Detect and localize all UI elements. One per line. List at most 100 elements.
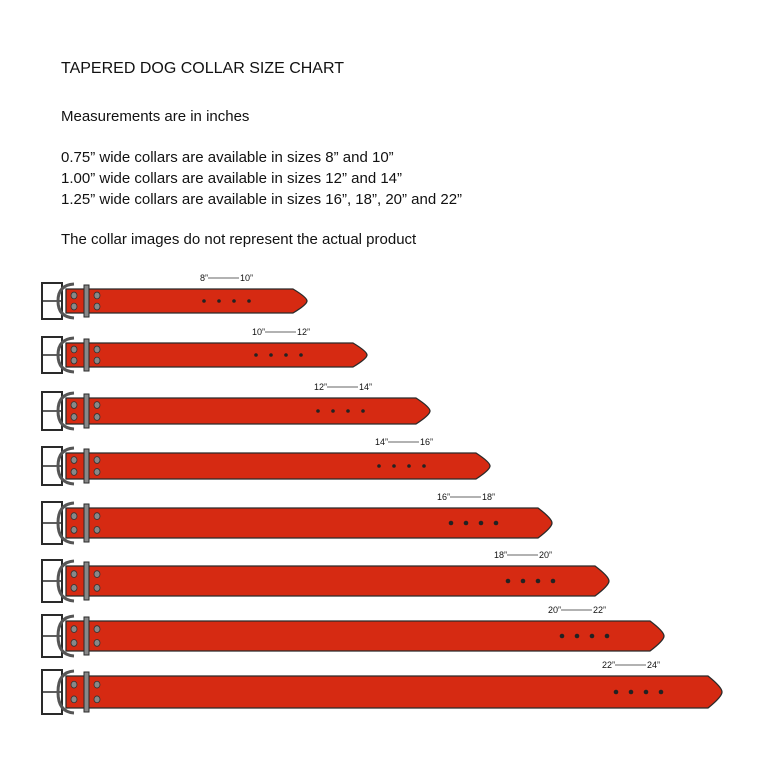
adjustment-hole xyxy=(422,464,426,468)
rivet xyxy=(93,695,101,704)
adjustment-hole xyxy=(550,578,556,584)
adjustment-hole xyxy=(448,520,454,526)
chart-title: TAPERED DOG COLLAR SIZE CHART xyxy=(61,60,345,77)
rivet xyxy=(70,584,78,592)
rivet xyxy=(70,356,78,365)
adjustment-hole xyxy=(346,409,350,413)
adjustment-hole xyxy=(589,633,595,639)
size-min-label: 14” xyxy=(375,437,388,447)
adjustment-hole xyxy=(559,633,565,639)
rivet xyxy=(70,456,78,464)
rivet xyxy=(70,680,78,689)
d-ring-icon xyxy=(56,614,75,658)
adjustment-hole xyxy=(463,520,469,526)
adjustment-hole xyxy=(217,299,221,303)
size-max-label: 14” xyxy=(359,382,372,392)
size-min-label: 18” xyxy=(494,550,507,560)
collar-10-12: 10” 12” xyxy=(41,327,368,374)
collar-strap xyxy=(65,397,431,425)
keeper-loop xyxy=(83,393,90,429)
adjustment-hole xyxy=(232,299,236,303)
adjustment-hole xyxy=(377,464,381,468)
rivet xyxy=(70,302,78,311)
collar-strap xyxy=(65,452,491,480)
collar-strap xyxy=(65,675,723,709)
collar-strap xyxy=(65,342,368,368)
availability-line: 0.75” wide collars are available in size… xyxy=(61,149,394,166)
adjustment-hole xyxy=(478,520,484,526)
size-min-label: 20” xyxy=(548,605,561,615)
rivet xyxy=(93,680,101,689)
size-max-label: 12” xyxy=(297,327,310,337)
adjustment-hole xyxy=(316,409,320,413)
adjustment-hole xyxy=(361,409,365,413)
availability-line: 1.00” wide collars are available in size… xyxy=(61,170,403,187)
size-max-label: 10” xyxy=(240,273,253,283)
size-max-label: 18” xyxy=(482,492,495,502)
adjustment-hole xyxy=(331,409,335,413)
rivet xyxy=(70,639,78,647)
rivet xyxy=(70,526,78,534)
size-max-label: 22” xyxy=(593,605,606,615)
rivet xyxy=(70,345,78,354)
d-ring-icon xyxy=(56,336,75,374)
adjustment-hole xyxy=(407,464,411,468)
adjustment-hole xyxy=(574,633,580,639)
rivet xyxy=(93,512,101,520)
rivet xyxy=(93,345,101,354)
collar-strap xyxy=(65,620,665,652)
collar-14-16: 14” 16” xyxy=(41,437,491,486)
rivet xyxy=(70,468,78,476)
rivet xyxy=(93,584,101,592)
rivet xyxy=(93,413,101,421)
rivet xyxy=(93,401,101,409)
size-min-label: 16” xyxy=(437,492,450,502)
collar-strap xyxy=(65,288,308,314)
d-ring-icon xyxy=(56,446,75,486)
collar-22-24: 22” 24” xyxy=(41,660,723,715)
rivet xyxy=(70,570,78,578)
collar-strap xyxy=(65,507,553,539)
rivet xyxy=(93,302,101,311)
adjustment-hole xyxy=(247,299,251,303)
keeper-loop xyxy=(83,503,90,543)
collar-8-10: 8” 10” xyxy=(41,273,308,320)
adjustment-hole xyxy=(535,578,541,584)
rivet xyxy=(93,570,101,578)
size-min-label: 22” xyxy=(602,660,615,670)
size-max-label: 24” xyxy=(647,660,660,670)
keeper-loop xyxy=(83,616,90,656)
keeper-loop xyxy=(83,284,90,318)
size-max-label: 16” xyxy=(420,437,433,447)
adjustment-hole xyxy=(604,633,610,639)
adjustment-hole xyxy=(202,299,206,303)
collar-strap xyxy=(65,565,610,597)
collar-18-20: 18” 20” xyxy=(41,550,610,603)
keeper-loop xyxy=(83,448,90,484)
adjustment-hole xyxy=(613,689,619,695)
rivet xyxy=(70,512,78,520)
keeper-loop xyxy=(83,338,90,372)
rivet xyxy=(93,356,101,365)
adjustment-hole xyxy=(254,353,258,357)
rivet xyxy=(93,639,101,647)
d-ring-icon xyxy=(56,282,75,320)
adjustment-hole xyxy=(299,353,303,357)
rivet xyxy=(70,413,78,421)
size-max-label: 20” xyxy=(539,550,552,560)
keeper-loop xyxy=(83,561,90,601)
keeper-loop xyxy=(83,671,90,713)
adjustment-hole xyxy=(520,578,526,584)
size-min-label: 10” xyxy=(252,327,265,337)
d-ring-icon xyxy=(56,391,75,431)
adjustment-hole xyxy=(505,578,511,584)
rivet xyxy=(93,456,101,464)
collar-20-22: 20” 22” xyxy=(41,605,665,658)
rivet xyxy=(93,526,101,534)
rivet xyxy=(93,625,101,633)
rivet xyxy=(70,695,78,704)
adjustment-hole xyxy=(392,464,396,468)
disclaimer: The collar images do not represent the a… xyxy=(61,231,417,248)
d-ring-icon xyxy=(56,559,75,603)
